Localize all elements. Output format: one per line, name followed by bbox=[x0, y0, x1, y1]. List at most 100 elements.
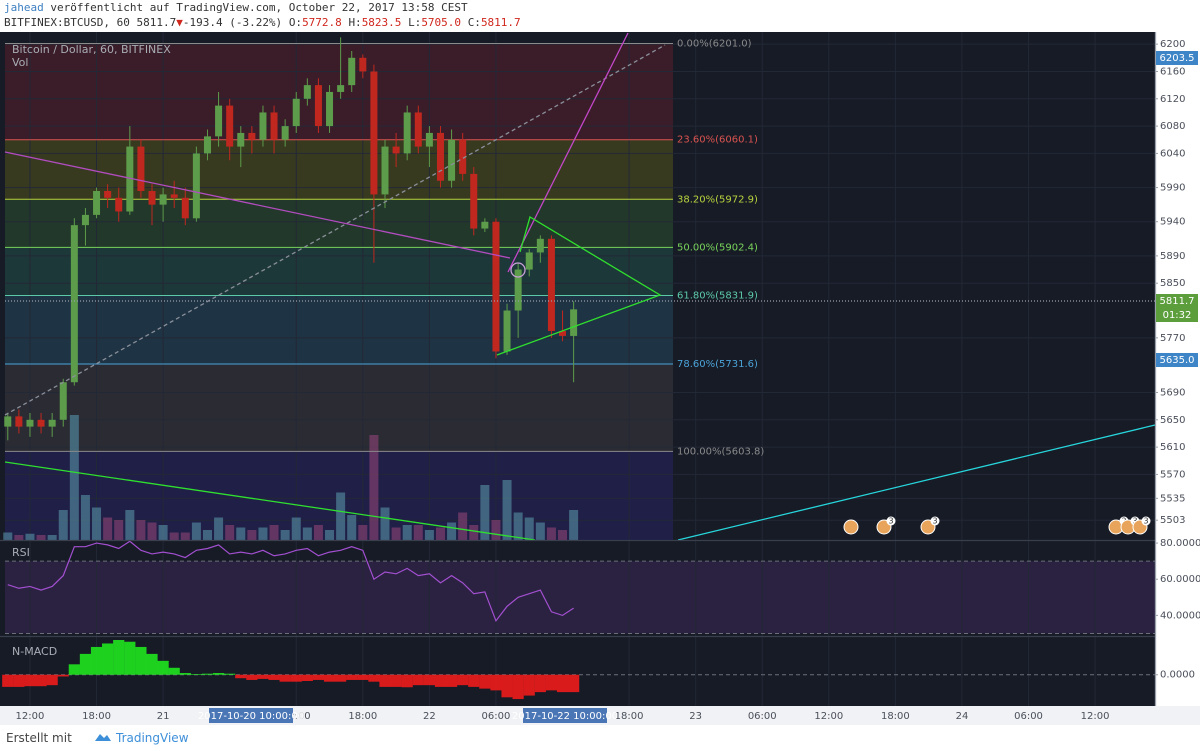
event-icon[interactable] bbox=[843, 519, 859, 535]
volume-bar bbox=[358, 525, 368, 540]
y-tick-label: 5890 bbox=[1160, 251, 1185, 262]
l-label: L: bbox=[408, 16, 422, 29]
macd-bar bbox=[390, 674, 402, 687]
time-badge bbox=[523, 708, 607, 723]
candle-body bbox=[370, 71, 378, 195]
macd-bar bbox=[512, 674, 524, 700]
candle-body bbox=[115, 197, 123, 212]
macd-bar bbox=[46, 674, 58, 686]
event-count bbox=[886, 516, 896, 526]
volume-bar bbox=[158, 525, 168, 540]
macd-bar bbox=[479, 674, 491, 689]
header-line: BITFINEX:BTCUSD, 60 5811.7▼-193.4 (-3.22… bbox=[0, 15, 1200, 30]
price-badge-label: 6203.5 bbox=[1160, 53, 1195, 64]
macd-bar bbox=[79, 653, 92, 675]
time-badge-label: 2017-10-22 10:00:00 bbox=[512, 711, 618, 722]
candle-body bbox=[492, 221, 500, 352]
y-tick-label: 5610 bbox=[1160, 442, 1185, 453]
candle-body bbox=[203, 136, 211, 154]
author[interactable]: jahead bbox=[4, 1, 44, 14]
y-tick-label: 5690 bbox=[1160, 387, 1185, 398]
volume-bar bbox=[202, 530, 212, 540]
x-tick-label: 22 bbox=[423, 711, 436, 722]
trend-line bbox=[4, 461, 536, 541]
candle-body bbox=[314, 85, 322, 127]
fib-label: 78.60%(5731.6) bbox=[677, 359, 758, 370]
symbol: BITFINEX:BTCUSD, 60 bbox=[4, 16, 130, 29]
volume-bar bbox=[369, 435, 379, 540]
x-tick-label: 12:00 bbox=[814, 711, 843, 722]
arrow: ▼ bbox=[176, 16, 183, 29]
macd-bar bbox=[368, 674, 380, 682]
candle-body bbox=[93, 190, 101, 215]
y-tick-label: 80.0000 bbox=[1160, 538, 1200, 549]
fib-label: 50.00%(5902.4) bbox=[677, 242, 758, 253]
volume-bar bbox=[247, 530, 257, 540]
brand[interactable]: TradingView bbox=[116, 731, 189, 745]
candle-body bbox=[148, 190, 156, 205]
candle-body bbox=[4, 416, 12, 427]
fib-band bbox=[5, 139, 673, 200]
macd-bar bbox=[224, 673, 236, 675]
price-badge bbox=[1156, 51, 1198, 65]
y-tick-label: 0.0000 bbox=[1160, 670, 1195, 681]
volume-bar bbox=[125, 510, 135, 540]
volume-bar bbox=[380, 507, 390, 540]
event-count-label: 3 bbox=[932, 517, 937, 526]
chart: 12:00 18:00 21 12:00 18:00 22 06:00 18:00 23 06:0… bbox=[0, 32, 1200, 725]
macd-bar bbox=[301, 674, 313, 681]
y-tick-label: 5570 bbox=[1160, 469, 1185, 480]
volume-bar bbox=[458, 512, 468, 540]
volume-bar bbox=[447, 522, 457, 540]
price-badge bbox=[1156, 308, 1198, 322]
macd-bar bbox=[434, 674, 447, 687]
y-tick-label: 40.0000 bbox=[1160, 610, 1200, 621]
candle-body bbox=[48, 419, 56, 427]
macd-bar bbox=[545, 674, 558, 691]
volume-bar bbox=[313, 525, 323, 540]
triangle-pattern bbox=[496, 216, 662, 356]
macd-bar bbox=[379, 674, 391, 687]
volume-bar bbox=[147, 522, 157, 540]
low: 5705.0 bbox=[421, 16, 462, 29]
candle-body bbox=[536, 238, 544, 253]
y-tick-label: 6120 bbox=[1160, 94, 1185, 105]
point-marker bbox=[510, 262, 526, 278]
logo bbox=[95, 734, 111, 741]
pane-title: RSI bbox=[12, 546, 30, 559]
trend-line bbox=[507, 32, 629, 273]
y-tick-label: 5990 bbox=[1160, 183, 1185, 194]
candle-body bbox=[37, 419, 45, 427]
candle-body bbox=[348, 57, 356, 86]
macd-bar bbox=[68, 664, 80, 675]
candle-body bbox=[104, 190, 112, 198]
fib-label: 61.80%(5831.9) bbox=[677, 291, 758, 302]
candle-body bbox=[326, 91, 334, 127]
volume-bar bbox=[469, 525, 479, 540]
fib-band bbox=[5, 364, 673, 452]
fib-label: 0.00%(6201.0) bbox=[677, 38, 752, 49]
x-tick-label: 06:00 bbox=[1014, 711, 1043, 722]
macd-bar bbox=[190, 674, 202, 675]
fib-label: 23.60%(6060.1) bbox=[677, 135, 758, 146]
candle-body bbox=[59, 382, 67, 420]
candle-body bbox=[514, 269, 522, 311]
time-badge bbox=[209, 708, 293, 723]
candle-body bbox=[425, 132, 433, 147]
volume-bar bbox=[92, 507, 102, 540]
macd-bar bbox=[124, 641, 136, 675]
volume-bar bbox=[513, 512, 523, 540]
candle-body bbox=[337, 85, 345, 92]
volume-bar bbox=[569, 510, 579, 540]
candle-body bbox=[503, 310, 511, 352]
volume-bar bbox=[136, 520, 146, 540]
macd-bar bbox=[556, 674, 569, 693]
event-count-label: 3 bbox=[888, 517, 893, 526]
candle-body bbox=[547, 238, 555, 332]
candle-body bbox=[403, 112, 411, 154]
volume-bar bbox=[546, 527, 556, 540]
candle-body bbox=[381, 146, 389, 195]
volume-bar bbox=[435, 527, 445, 540]
macd-bar bbox=[201, 673, 214, 675]
y-tick-label: 6200 bbox=[1160, 39, 1185, 50]
